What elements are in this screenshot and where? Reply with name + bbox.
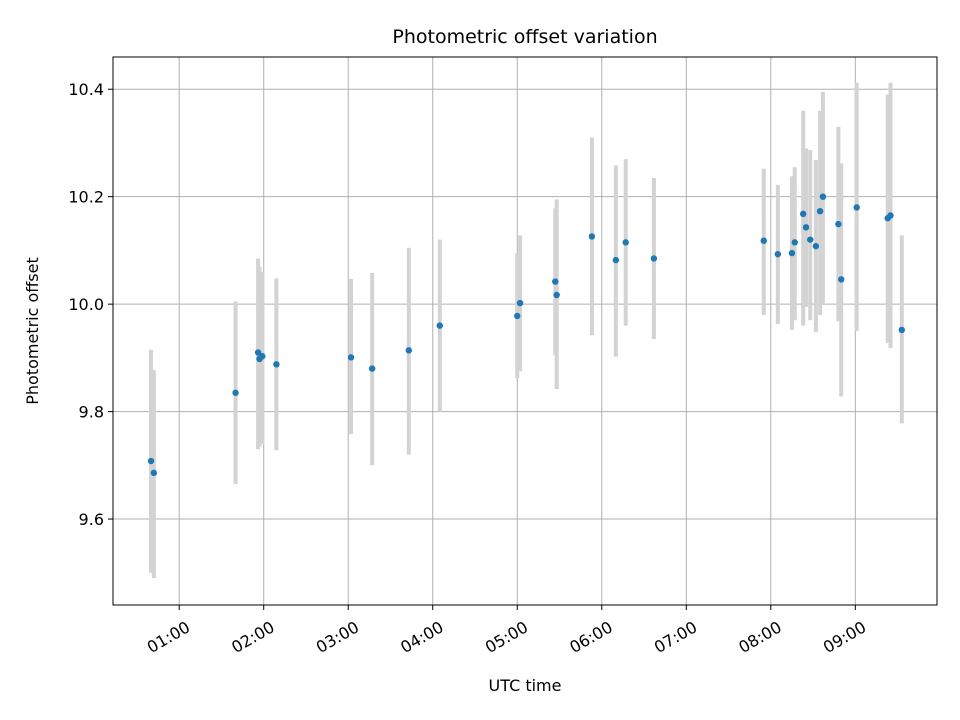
data-point [799,210,807,218]
data-point [838,276,845,283]
x-axis-title: UTC time [489,676,562,695]
data-point [816,207,824,215]
y-axis-title: Photometric offset [23,257,42,405]
data-point [347,354,355,361]
data-point [819,193,827,200]
data-point [588,233,596,240]
data-point [807,236,814,243]
data-point [232,389,239,396]
data-point [259,353,266,360]
data-point [791,239,798,246]
data-point [368,365,376,372]
y-tick-label: 10.0 [68,295,104,314]
data-point [853,204,860,211]
data-point [622,239,629,246]
data-point [254,349,262,356]
y-tick-label: 10.4 [68,80,104,99]
chart-title: Photometric offset variation [392,26,657,48]
data-point [273,361,280,368]
data-point [150,469,158,477]
data-point [147,457,155,465]
data-point [436,322,443,329]
plot-area-frame [112,56,938,606]
y-tick-label: 9.6 [79,510,104,529]
y-tick-label: 10.2 [68,188,104,207]
data-point [516,299,524,307]
data-point [898,326,905,334]
data-point [887,212,894,219]
data-point [774,250,782,258]
y-tick-label: 9.8 [79,403,104,422]
data-point [760,237,767,244]
data-point [650,255,658,262]
data-point [514,312,521,320]
point-layer [147,193,905,477]
data-point [812,242,820,250]
data-point [788,249,796,257]
data-point [802,224,810,231]
data-point [552,278,559,285]
data-point [405,347,412,354]
data-point [612,256,620,264]
data-point [553,291,560,299]
data-point [835,220,842,228]
